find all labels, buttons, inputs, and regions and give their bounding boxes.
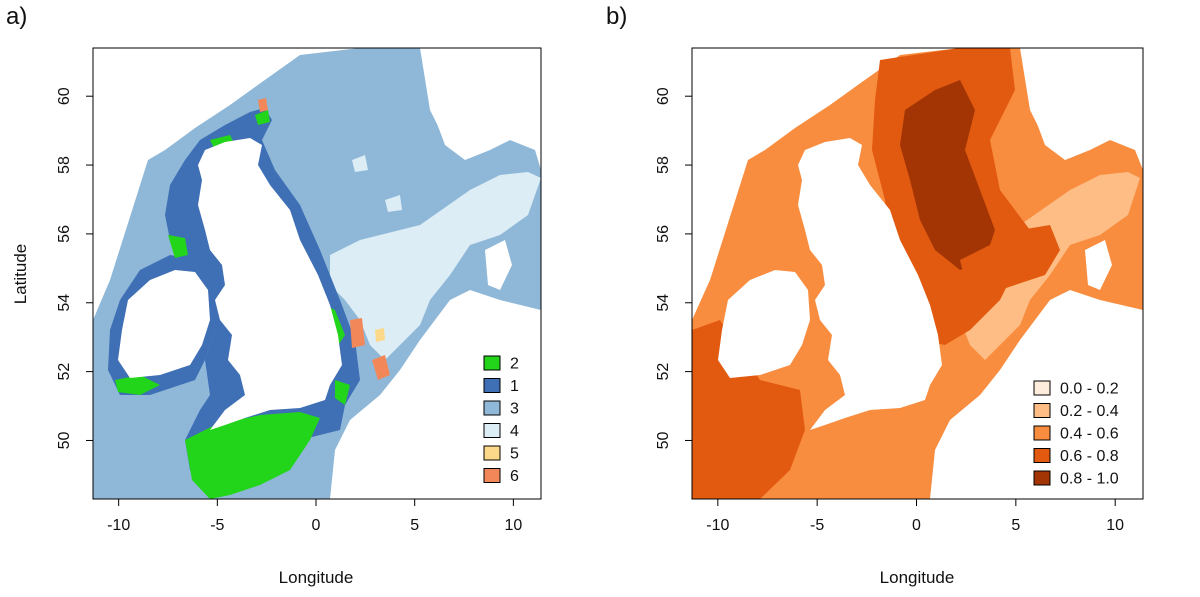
legend-label: 6 — [510, 468, 519, 485]
x-tick-label: 10 — [1106, 517, 1124, 534]
x-tick-label: 0 — [912, 517, 921, 534]
panel-a-legend: 2 1 3 4 5 6 — [483, 355, 519, 485]
jutland — [1085, 240, 1112, 290]
legend-swatch — [1033, 470, 1051, 486]
legend-label: 0.4 - 0.6 — [1060, 426, 1119, 443]
legend-swatch — [483, 355, 501, 371]
scandinavia — [1030, 48, 1143, 160]
great-britain — [198, 138, 342, 430]
class-6-patches — [258, 98, 390, 380]
panel-a-y-axis: 50 52 54 56 58 60 — [56, 87, 93, 449]
legend-label: 0.8 - 1.0 — [1060, 471, 1119, 488]
class-4-patch — [385, 195, 402, 212]
legend-swatch — [1033, 380, 1051, 396]
panel-b-map — [692, 48, 1143, 499]
legend-label: 0.2 - 0.4 — [1060, 403, 1119, 420]
legend-swatch — [483, 423, 501, 438]
panel-b-legend: 0.0 - 0.2 0.2 - 0.4 0.4 - 0.6 0.6 - 0.8 0.8 … — [1033, 380, 1119, 488]
great-britain — [798, 138, 942, 430]
panel-a-tag: a) — [6, 3, 27, 30]
probability-band-0.6-0.8-west — [692, 320, 805, 499]
x-tick-label: -10 — [706, 517, 729, 534]
class-4-region — [330, 172, 541, 360]
y-tick-label: 54 — [56, 294, 73, 312]
legend-label: 0.6 - 0.8 — [1060, 448, 1119, 465]
x-tick-label: 0 — [312, 517, 321, 534]
legend-label: 2 — [510, 356, 519, 373]
y-tick-label: 52 — [655, 363, 672, 381]
y-tick-label: 54 — [655, 294, 672, 312]
ireland — [718, 270, 810, 378]
y-tick-label: 58 — [655, 156, 672, 174]
legend-swatch — [1033, 403, 1051, 418]
legend-label: 1 — [510, 378, 519, 395]
scandinavia — [430, 48, 541, 160]
y-tick-label: 50 — [655, 431, 672, 449]
y-tick-label: 58 — [56, 156, 73, 174]
panel-b-plot-frame — [691, 47, 1144, 500]
panel-b-y-axis: 50 52 54 56 58 60 — [655, 87, 692, 449]
probability-band-0.6-0.8-channel — [960, 225, 1060, 300]
jutland — [485, 240, 512, 290]
y-tick-label: 56 — [655, 225, 672, 243]
y-tick-label: 60 — [655, 87, 672, 105]
land — [718, 48, 1143, 499]
legend-swatch — [483, 400, 501, 416]
y-tick-label: 52 — [56, 363, 73, 381]
x-tick-label: 5 — [410, 517, 419, 534]
x-tick-label: 10 — [504, 517, 522, 534]
panel-b-x-axis: -10 -5 0 5 10 — [706, 499, 1124, 534]
panel-a-x-axis: -10 -5 0 5 10 — [107, 499, 522, 534]
class-4-patch — [352, 155, 368, 172]
legend-swatch — [1033, 425, 1051, 441]
legend-swatch — [483, 378, 501, 393]
panel-a-xlabel: Longitude — [279, 568, 354, 587]
legend-label: 4 — [510, 423, 519, 440]
legend-swatch — [483, 445, 501, 461]
panel-b-xlabel: Longitude — [880, 568, 955, 587]
legend-label: 0.0 - 0.2 — [1060, 381, 1119, 398]
x-tick-label: 5 — [1011, 517, 1020, 534]
x-tick-label: -10 — [107, 517, 130, 534]
legend-label: 3 — [510, 401, 519, 418]
y-tick-label: 50 — [56, 431, 73, 449]
probability-band-0.8-1.0 — [900, 80, 995, 270]
panel-a-plot-frame — [92, 47, 542, 500]
panel-a-ylabel: Latitude — [11, 244, 30, 305]
panel-b: b) -10 -5 0 5 10 50 52 54 56 58 60 Longitude 0.0 … — [606, 3, 1144, 587]
panel-b-tag: b) — [606, 3, 627, 30]
legend-swatch — [483, 468, 501, 483]
class-5-patches — [375, 328, 385, 342]
legend-label: 5 — [510, 446, 519, 463]
legend-swatch — [1033, 448, 1051, 463]
panel-a-map — [93, 48, 541, 499]
y-tick-label: 60 — [56, 87, 73, 105]
ireland — [118, 270, 210, 378]
y-tick-label: 56 — [56, 225, 73, 243]
panel-a: a) — [6, 3, 542, 587]
x-tick-label: -5 — [210, 517, 224, 534]
x-tick-label: -5 — [810, 517, 824, 534]
